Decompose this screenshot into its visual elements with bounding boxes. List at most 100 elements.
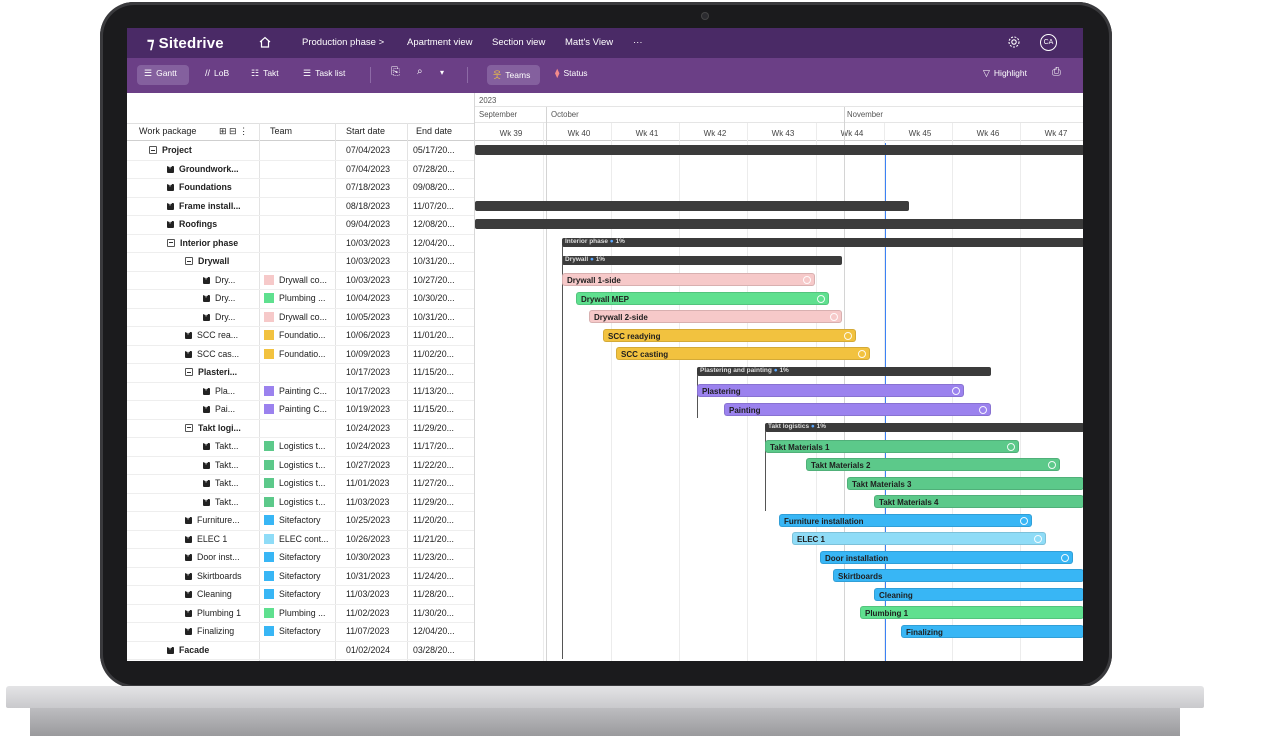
project-summary-bar[interactable]	[475, 200, 909, 211]
view-section[interactable]: Section view	[492, 37, 546, 48]
expand-icon[interactable]	[167, 645, 174, 654]
view-apartment[interactable]: Apartment view	[407, 37, 473, 48]
expand-icon[interactable]	[203, 478, 210, 487]
table-row[interactable]: ELEC 1 ELEC cont... 10/26/2023 11/21/20.…	[127, 530, 474, 549]
project-summary-bar[interactable]	[475, 145, 1083, 155]
collapse-icon[interactable]	[167, 238, 175, 247]
task-bar[interactable]: Takt Materials 2	[806, 458, 1060, 471]
expand-icon[interactable]	[203, 404, 210, 413]
table-row[interactable]: Takt... Logistics t... 11/03/2023 11/29/…	[127, 493, 474, 512]
table-row[interactable]: Roofings 09/04/2023 12/08/20...	[127, 215, 474, 235]
table-row[interactable]: Dry... Plumbing ... 10/04/2023 10/30/20.…	[127, 289, 474, 309]
zoom-icon[interactable]: ⌕	[417, 66, 423, 77]
collapse-icon[interactable]	[185, 368, 193, 376]
task-bar[interactable]: Drywall 2-side	[589, 310, 842, 323]
expand-icon[interactable]	[167, 164, 174, 173]
teams-button[interactable]: 웃 Teams	[493, 70, 531, 80]
table-row[interactable]: Pai... Painting C... 10/19/2023 11/15/20…	[127, 400, 474, 420]
print-icon[interactable]: ⎙	[1052, 66, 1061, 78]
project-summary-bar[interactable]	[475, 219, 1083, 229]
expand-icon[interactable]	[185, 626, 192, 635]
task-bar[interactable]: ELEC 1	[792, 532, 1046, 545]
table-row[interactable]: Frame install... 08/18/2023 11/07/20...	[127, 197, 474, 216]
expand-icon[interactable]	[203, 441, 210, 450]
lob-tab[interactable]: //LoB	[205, 68, 230, 78]
expand-icon[interactable]	[185, 330, 192, 339]
group-summary-bar[interactable]: Drywall ● 1%	[562, 256, 842, 265]
table-row[interactable]: SCC rea... Foundatio... 10/06/2023 11/01…	[127, 326, 474, 346]
expand-icon[interactable]	[185, 571, 192, 580]
expand-icon[interactable]	[203, 497, 210, 506]
table-row[interactable]: Dry... Drywall co... 10/05/2023 10/31/20…	[127, 308, 474, 327]
task-bar[interactable]: Takt Materials 3	[847, 476, 1083, 490]
takt-tab[interactable]: ☷ Takt	[251, 68, 279, 78]
expand-icon[interactable]	[203, 460, 210, 469]
table-row[interactable]: Groundwork... 07/04/2023 07/28/20...	[127, 160, 474, 179]
highlight-button[interactable]: ▽ Highlight	[983, 68, 1027, 78]
expand-icon[interactable]	[167, 182, 174, 191]
expand-icon[interactable]	[167, 219, 174, 228]
table-row[interactable]: Furniture... Sitefactory 10/25/2023 11/2…	[127, 511, 474, 531]
task-bar[interactable]: Drywall 1-side	[562, 273, 815, 286]
expand-icon[interactable]	[203, 275, 210, 284]
home-icon[interactable]	[259, 36, 271, 48]
table-row[interactable]: SCC cas... Foundatio... 10/09/2023 11/02…	[127, 345, 474, 364]
expand-icon[interactable]	[203, 293, 210, 302]
task-bar[interactable]: Skirtboards	[833, 569, 1083, 582]
task-bar[interactable]: Cleaning	[874, 587, 1083, 601]
expand-icon[interactable]	[185, 589, 192, 598]
expand-icon[interactable]	[203, 386, 210, 395]
table-row[interactable]: Interior phase 10/03/2023 12/04/20...	[127, 234, 474, 253]
more-views-button[interactable]: ···	[633, 37, 643, 48]
table-row[interactable]: Dry... Drywall co... 10/03/2023 10/27/20…	[127, 271, 474, 290]
task-bar[interactable]: Takt Materials 1	[765, 439, 1019, 453]
task-bar[interactable]: Plastering	[697, 384, 964, 397]
collapse-icon[interactable]	[185, 257, 193, 265]
export-icon[interactable]: ⎘	[391, 66, 400, 78]
task-list-tab[interactable]: ☰ Task list	[303, 68, 346, 78]
table-row[interactable]: Plumbing 1 Plumbing ... 11/02/2023 11/30…	[127, 604, 474, 623]
expand-icon[interactable]	[203, 312, 210, 321]
gantt-tab[interactable]: ☰ Gantt	[144, 68, 177, 78]
task-bar[interactable]: Furniture installation	[779, 513, 1032, 527]
table-row[interactable]: Plasteri... 10/17/2023 11/15/20...	[127, 363, 474, 383]
table-row[interactable]: Project 07/04/2023 05/17/20...	[127, 141, 474, 161]
expand-icon[interactable]	[185, 552, 192, 561]
table-row[interactable]: Drywall 10/03/2023 10/31/20...	[127, 252, 474, 272]
column-header-work-package[interactable]: Work package	[139, 126, 197, 136]
expand-icon[interactable]	[185, 534, 192, 543]
table-row[interactable]: Takt logi... 10/24/2023 11/29/20...	[127, 419, 474, 438]
table-row[interactable]: Takt... Logistics t... 10/27/2023 11/22/…	[127, 456, 474, 475]
table-row[interactable]: Pla... Painting C... 10/17/2023 11/13/20…	[127, 382, 474, 401]
group-summary-bar[interactable]: Takt logistics ● 1%	[765, 422, 1083, 432]
expand-icon[interactable]	[185, 515, 192, 524]
task-bar[interactable]: Takt Materials 4	[874, 495, 1083, 508]
expand-all-icon[interactable]: ⊞ ⊟ ⋮	[219, 126, 249, 136]
zoom-dropdown-chevron-icon[interactable]: ▾	[440, 68, 445, 77]
table-row[interactable]: Foundations 07/18/2023 09/08/20...	[127, 178, 474, 198]
table-row[interactable]: Door inst... Sitefactory 10/30/2023 11/2…	[127, 548, 474, 568]
task-bar[interactable]: Painting	[724, 402, 991, 416]
collapse-icon[interactable]	[185, 423, 193, 432]
task-bar[interactable]: Plumbing 1	[860, 606, 1083, 619]
collapse-icon[interactable]	[149, 146, 157, 154]
expand-icon[interactable]	[167, 201, 174, 210]
expand-icon[interactable]	[185, 349, 192, 358]
table-row[interactable]: Skirtboards Sitefactory 10/31/2023 11/24…	[127, 567, 474, 586]
task-bar[interactable]: Finalizing	[901, 624, 1083, 638]
column-header-end-date[interactable]: End date	[416, 126, 453, 136]
expand-icon[interactable]	[185, 608, 192, 617]
gear-icon[interactable]	[1007, 35, 1021, 49]
status-button[interactable]: ⧫ Status	[555, 68, 588, 78]
column-header-team[interactable]: Team	[270, 126, 293, 136]
task-bar[interactable]: Door installation	[820, 550, 1073, 564]
table-row[interactable]: Facade 01/02/2024 03/28/20...	[127, 641, 474, 660]
user-avatar[interactable]: CA	[1040, 34, 1057, 51]
task-bar[interactable]: Drywall MEP	[576, 291, 829, 305]
app-logo[interactable]: ⁊ Sitedrive	[147, 34, 224, 52]
breadcrumb-production-phase[interactable]: Production phase >	[302, 37, 385, 48]
table-row[interactable]: Finalizing Sitefactory 11/07/2023 12/04/…	[127, 622, 474, 642]
task-bar[interactable]: SCC readying	[603, 328, 856, 342]
table-row[interactable]: Takt... Logistics t... 10/24/2023 11/17/…	[127, 437, 474, 457]
task-bar[interactable]: SCC casting	[616, 347, 870, 360]
